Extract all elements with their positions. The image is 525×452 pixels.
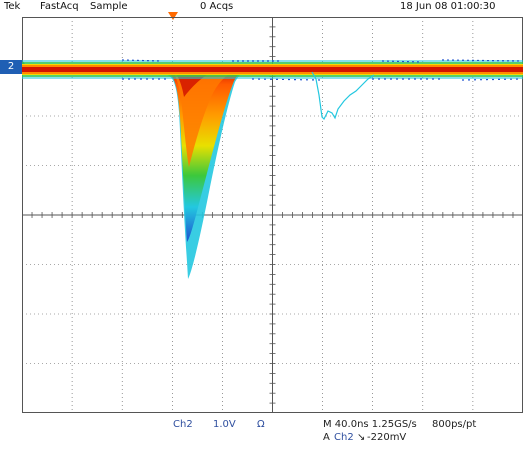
secondary-glitch-trace	[311, 71, 375, 121]
trigger-position-marker[interactable]	[168, 12, 178, 20]
falling-edge-icon: ↘	[357, 432, 366, 443]
acq-mode-fastacq: FastAcq	[40, 1, 79, 12]
acq-count: 0 Acqs	[200, 1, 234, 12]
timebase-readout[interactable]: M 40.0ns 1.25GS/s	[323, 419, 417, 430]
waveform-dense-band	[172, 68, 244, 167]
ohm-coupling-icon: Ω	[257, 419, 265, 430]
resolution-readout: 800ps/pt	[432, 419, 477, 430]
persistence-waveform	[22, 59, 523, 279]
status-bar: Tek FastAcq Sample 0 Acqs 18 Jun 08 01:0…	[0, 0, 525, 16]
waveform-display	[22, 17, 523, 413]
trigger-level-readout[interactable]: -220mV	[367, 432, 407, 443]
brand-label: Tek	[4, 1, 21, 12]
acq-mode-sample: Sample	[90, 1, 128, 12]
channel-2-ground-marker[interactable]: 2	[0, 60, 22, 74]
baseline-band-hot	[22, 67, 523, 72]
channel-readout[interactable]: Ch2	[173, 419, 193, 430]
volts-per-div-readout[interactable]: 1.0V	[213, 419, 236, 430]
trigger-prefix: A	[323, 432, 330, 443]
graticule-grid	[22, 17, 523, 413]
trigger-source-readout[interactable]: Ch2	[334, 432, 354, 443]
date-time: 18 Jun 08 01:00:30	[400, 1, 496, 12]
